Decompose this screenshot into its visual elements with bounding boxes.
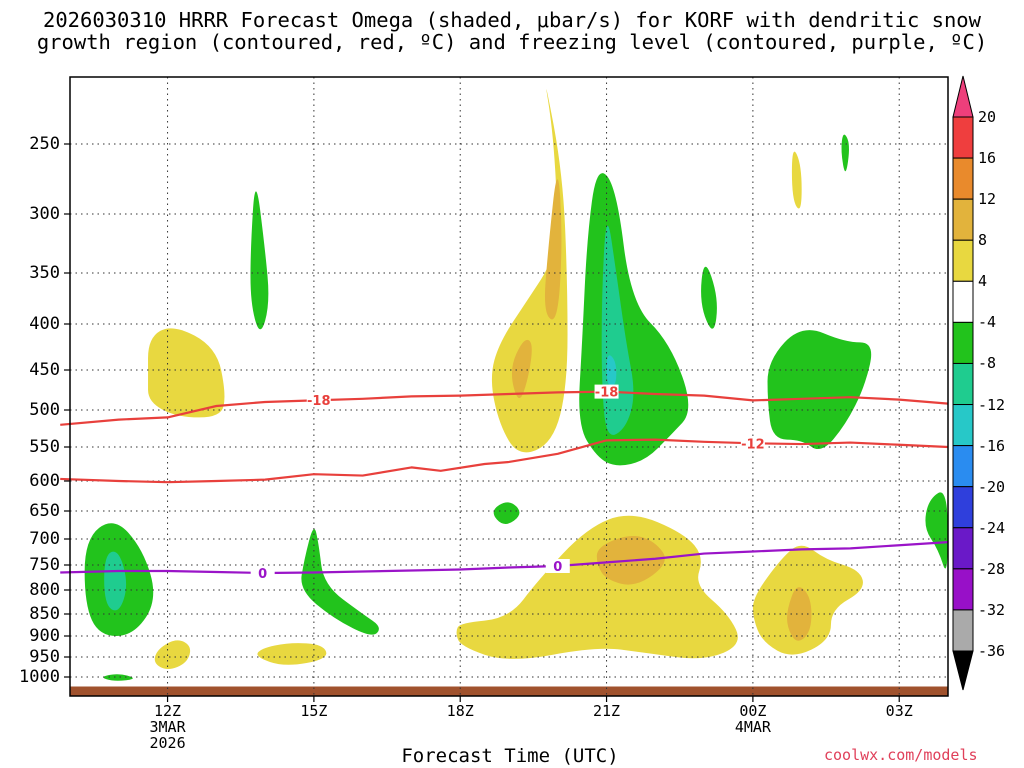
omega-region-13 — [606, 355, 617, 386]
colorbar-segment-0 — [952, 116, 974, 159]
y-tick-label: 900 — [29, 626, 60, 646]
omega-region-3 — [148, 328, 225, 418]
colorbar-tick-label: -12 — [978, 395, 1006, 414]
credit-link[interactable]: coolwx.com/models — [824, 746, 978, 764]
colorbar-segment-3 — [952, 239, 974, 282]
y-tick-label: 950 — [29, 647, 60, 667]
omega-region-21 — [925, 492, 948, 569]
y-tick-label: 350 — [29, 263, 60, 283]
colorbar-segment-4 — [952, 280, 974, 323]
colorbar-segment-2 — [952, 198, 974, 241]
omega-region-1 — [544, 179, 562, 320]
axis-ticks — [64, 143, 900, 702]
y-tick-label: 550 — [29, 437, 60, 457]
x-tick-label: 00Z — [739, 702, 767, 720]
colorbar-tick-label: 8 — [978, 231, 988, 250]
y-tick-label: 750 — [29, 555, 60, 575]
dgz-lower-isotherm-label-0: -12 — [741, 437, 765, 452]
colorbar-segment-11 — [952, 568, 974, 611]
colorbar-tick-label: 12 — [978, 190, 997, 209]
y-tick-label: 300 — [29, 204, 60, 224]
dgz-upper-isotherm-label-1: -18 — [595, 386, 619, 401]
dgz-upper-isotherm — [60, 390, 949, 426]
x-tick-label: 12Z — [154, 702, 182, 720]
colorbar-tick-label: 4 — [978, 272, 988, 291]
colorbar-segment-5 — [952, 321, 974, 364]
omega-region-2 — [511, 339, 532, 399]
chart-title-line1: 2026030310 HRRR Forecast Omega (shaded, … — [43, 8, 981, 32]
omega-shading — [70, 77, 948, 696]
omega-region-23 — [841, 134, 849, 172]
omega-region-9 — [257, 643, 327, 665]
freezing-level-contour-label-bg-1 — [545, 559, 570, 573]
omega-region-19 — [701, 266, 717, 329]
omega-region-10 — [791, 151, 802, 209]
y-tick-label: 450 — [29, 360, 60, 380]
y-tick-label: 1000 — [19, 667, 60, 687]
omega-region-4 — [456, 515, 738, 659]
colorbar — [952, 75, 974, 691]
y-tick-label: 600 — [29, 471, 60, 491]
x-axis-title: Forecast Time (UTC) — [401, 745, 619, 767]
x-tick-label: 21Z — [593, 702, 621, 720]
dgz-upper-isotherm-label-bg-0 — [306, 393, 331, 408]
freezing-level-contour-label-1: 0 — [553, 560, 562, 575]
y-tick-label: 250 — [29, 134, 60, 154]
colorbar-tick-label: -16 — [978, 436, 1006, 455]
colorbar-tick-label: -20 — [978, 477, 1006, 496]
colorbar-tick-label: -36 — [978, 642, 1006, 660]
isotherm-contours: -18 -18 -12 0 0 — [60, 384, 949, 582]
omega-region-16 — [104, 551, 127, 611]
omega-region-8 — [154, 640, 191, 669]
colorbar-segment-12 — [952, 609, 974, 652]
freezing-level-contour-label-0: 0 — [258, 567, 267, 582]
x-tick-label: 4MAR — [734, 718, 771, 736]
colorbar-tick-label: -28 — [978, 559, 1006, 578]
colorbar-segment-6 — [952, 362, 974, 406]
colorbar-segment-7 — [952, 404, 974, 447]
x-tick-label: 2026 — [149, 734, 186, 752]
dgz-lower-isotherm-label-bg-0 — [740, 436, 765, 451]
x-tick-label: 3MAR — [149, 718, 186, 736]
omega-region-7 — [787, 587, 812, 641]
colorbar-tick-label: 16 — [978, 149, 997, 168]
y-tick-label: 700 — [29, 529, 60, 549]
dgz-upper-isotherm-label-0: -18 — [307, 394, 331, 409]
omega-region-18 — [767, 330, 872, 450]
colorbar-segment-8 — [952, 445, 974, 488]
ground-surface — [70, 686, 948, 696]
colorbar-tick-label: -8 — [978, 354, 997, 373]
colorbar-tick-label: 20 — [978, 108, 997, 126]
ground-band — [70, 686, 948, 696]
y-tick-label: 400 — [29, 314, 60, 334]
colorbar-tick-label: -4 — [978, 313, 997, 332]
dgz-upper-isotherm-label-bg-1 — [594, 384, 619, 399]
x-tick-label: 18Z — [446, 702, 474, 720]
colorbar-top-arrow — [952, 75, 974, 118]
x-tick-label: 03Z — [885, 702, 913, 720]
omega-region-14 — [250, 191, 269, 330]
colorbar-bottom-arrow — [952, 650, 974, 691]
x-tick-label: 15Z — [300, 702, 328, 720]
colorbar-segment-1 — [952, 157, 974, 200]
colorbar-tick-label: -32 — [978, 600, 1006, 619]
y-tick-label: 850 — [29, 604, 60, 624]
chart-title-line2: growth region (contoured, red, ºC) and f… — [36, 30, 988, 54]
omega-region-20 — [493, 502, 520, 524]
dgz-lower-isotherm — [60, 438, 949, 484]
colorbar-segment-10 — [952, 527, 974, 570]
omega-region-22 — [103, 674, 133, 681]
omega-region-0 — [491, 89, 568, 453]
freezing-level-contour — [60, 541, 949, 575]
freezing-level-contour-label-bg-0 — [250, 565, 275, 580]
colorbar-segment-9 — [952, 486, 974, 529]
plot-frame — [69, 76, 949, 697]
colorbar-tick-label: -24 — [978, 518, 1006, 537]
y-tick-label: 500 — [29, 400, 60, 420]
y-tick-label: 800 — [29, 580, 60, 600]
y-tick-label: 650 — [29, 501, 60, 521]
